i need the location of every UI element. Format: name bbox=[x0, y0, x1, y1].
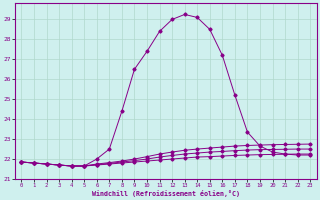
X-axis label: Windchill (Refroidissement éolien,°C): Windchill (Refroidissement éolien,°C) bbox=[92, 190, 240, 197]
